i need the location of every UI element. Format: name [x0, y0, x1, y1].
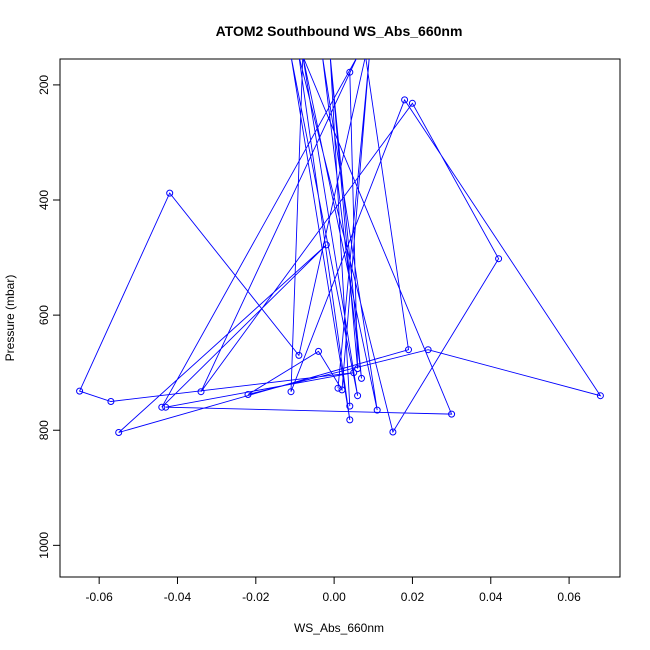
- x-tick-label: 0.00: [322, 590, 346, 604]
- data-point: [158, 403, 166, 411]
- y-tick-label: 400: [37, 190, 51, 210]
- data-point: [373, 406, 381, 414]
- x-tick-label: -0.02: [242, 590, 270, 604]
- data-point: [346, 416, 354, 424]
- y-tick-label: 200: [37, 75, 51, 95]
- plot-frame: [59, 58, 621, 578]
- data-point: [405, 346, 412, 354]
- data-point: [350, 369, 358, 377]
- x-axis: -0.06 -0.04 -0.02 0.00 0.02 0.04 0.06: [85, 577, 581, 604]
- data-point: [424, 346, 432, 354]
- data-point: [162, 403, 170, 411]
- data-point: [338, 386, 346, 394]
- data-point: [495, 255, 503, 263]
- data-point: [166, 189, 174, 197]
- x-tick-label: 0.02: [401, 590, 425, 604]
- y-tick-label: 600: [37, 305, 51, 325]
- data-point: [244, 391, 252, 398]
- data-point: [107, 398, 115, 405]
- x-tick-label: 0.04: [479, 590, 503, 604]
- y-tick-label: 1000: [37, 532, 51, 559]
- x-tick-label: -0.04: [164, 590, 192, 604]
- series-layer: [78, 59, 602, 434]
- x-tick-label: 0.06: [557, 590, 581, 604]
- x-axis-label: WS_Abs_660nm: [294, 621, 384, 635]
- chart-title: ATOM2 Southbound WS_Abs_660nm: [216, 23, 463, 39]
- data-point: [295, 351, 303, 359]
- x-tick-label: -0.06: [85, 590, 113, 604]
- data-point: [401, 96, 409, 104]
- data-point: [389, 428, 397, 436]
- series-line: [78, 59, 602, 434]
- marker-layer: [76, 68, 604, 436]
- y-axis: 200 400 600 800 1000: [37, 75, 60, 559]
- data-point: [346, 402, 354, 410]
- data-point: [408, 99, 416, 107]
- data-point: [448, 410, 456, 418]
- data-point: [322, 241, 330, 249]
- data-point: [115, 429, 123, 436]
- data-point: [334, 384, 342, 392]
- data-point: [596, 392, 604, 400]
- data-point: [76, 387, 84, 395]
- y-tick-label: 800: [37, 420, 51, 440]
- data-point: [287, 388, 295, 396]
- data-point: [197, 388, 205, 396]
- y-axis-label: Pressure (mbar): [3, 275, 17, 362]
- data-point: [315, 347, 322, 355]
- data-point: [354, 365, 362, 373]
- data-point: [358, 374, 365, 382]
- data-point: [354, 392, 362, 400]
- data-point: [346, 68, 354, 76]
